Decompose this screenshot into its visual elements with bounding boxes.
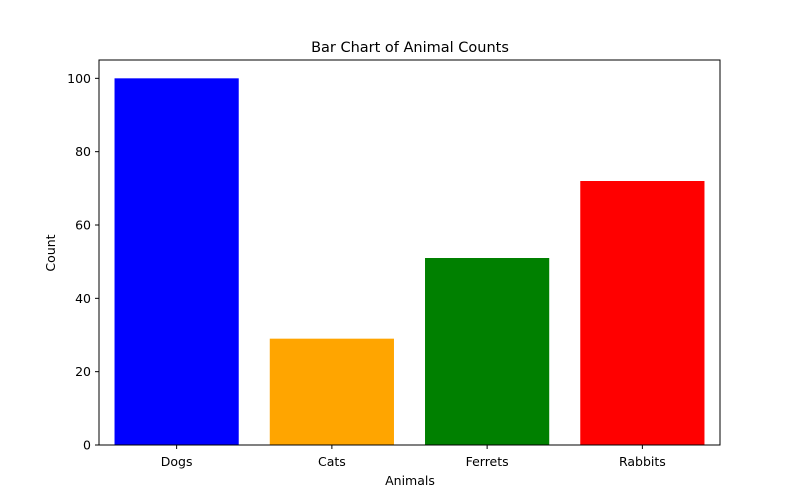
y-tick-label: 40	[75, 291, 91, 306]
x-tick-label: Rabbits	[619, 454, 666, 469]
x-axis-label: Animals	[385, 473, 435, 488]
y-tick-label: 100	[67, 71, 91, 86]
y-tick-label: 60	[75, 218, 91, 233]
bar-ferrets	[425, 258, 550, 445]
plot-area: 0 20 40 60 80 100 Dogs Cats Ferrets Rabbits	[67, 59, 721, 469]
x-axis-ticks: Dogs Cats Ferrets Rabbits	[161, 445, 666, 469]
y-axis-ticks: 0 20 40 60 80 100	[67, 71, 99, 453]
y-tick-label: 80	[75, 144, 91, 159]
y-tick-label: 0	[83, 438, 91, 453]
bar-dogs	[114, 78, 239, 445]
chart-title: Bar Chart of Animal Counts	[311, 40, 509, 56]
bar-cats	[269, 338, 394, 445]
bar-rabbits	[580, 181, 705, 445]
y-axis-label: Count	[43, 234, 58, 271]
plot-frame	[98, 59, 721, 446]
x-tick-label: Cats	[318, 454, 346, 469]
y-tick-label: 20	[75, 364, 91, 379]
x-tick-label: Dogs	[161, 454, 193, 469]
bars	[114, 78, 705, 445]
x-tick-label: Ferrets	[466, 454, 509, 469]
